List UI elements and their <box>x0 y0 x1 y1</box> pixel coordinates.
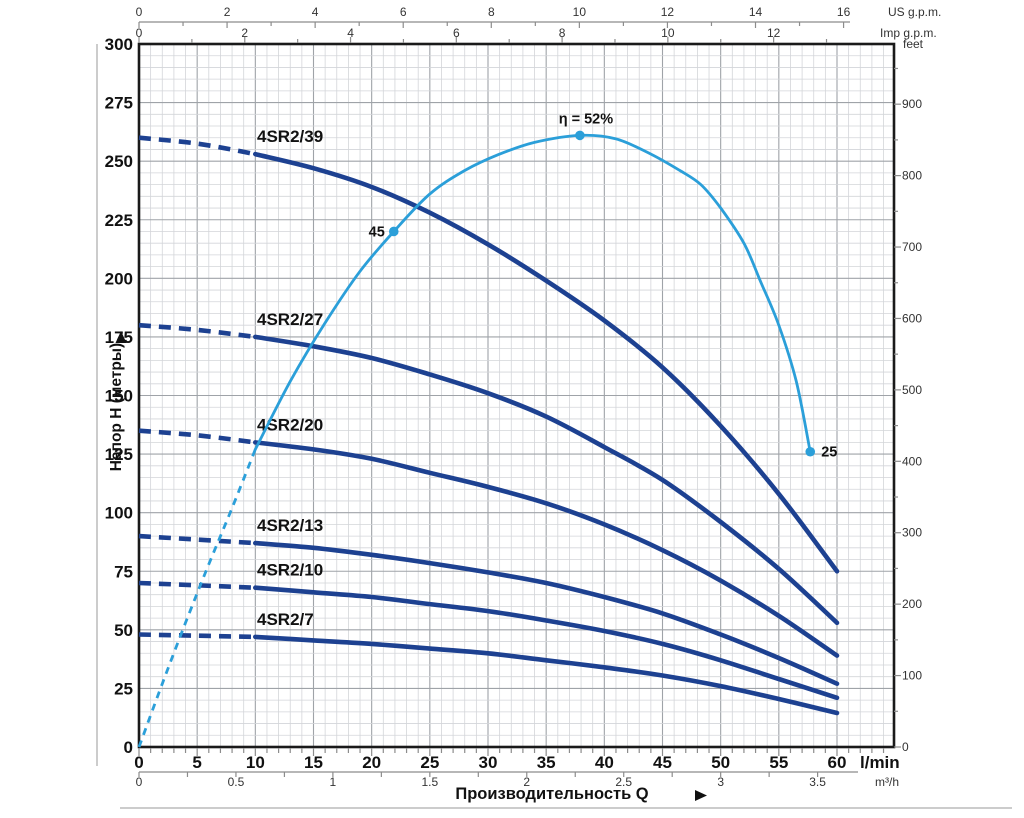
lmin-tick-label: 30 <box>479 753 498 772</box>
lmin-tick-label: 60 <box>828 753 847 772</box>
feet-tick-label: 600 <box>902 311 922 325</box>
curve-label: 4SR2/13 <box>257 516 323 535</box>
m3h-tick-label: 3 <box>717 775 724 789</box>
meters-tick-label: 225 <box>105 211 133 230</box>
meters-tick-label: 300 <box>105 35 133 54</box>
curve-label: 4SR2/20 <box>257 415 323 434</box>
efficiency-curve <box>253 133 812 454</box>
meters-tick-label: 275 <box>105 94 133 113</box>
imp-gpm-tick-label: 2 <box>241 26 248 40</box>
us-gpm-tick-label: 10 <box>573 5 587 19</box>
us-gpm-tick-label: 4 <box>312 5 319 19</box>
imp-gpm-tick-label: 6 <box>453 26 460 40</box>
us-gpm-unit-label: US g.p.m. <box>888 5 941 19</box>
curve-label: 4SR2/7 <box>257 610 314 629</box>
lmin-tick-label: 20 <box>362 753 381 772</box>
imp-gpm-tick-label: 0 <box>136 26 143 40</box>
meters-tick-label: 125 <box>105 445 133 464</box>
m3h-tick-label: 1 <box>330 775 337 789</box>
lmin-tick-label: 50 <box>711 753 730 772</box>
efficiency-marker <box>388 226 399 237</box>
feet-unit-label: feet <box>903 37 924 51</box>
meters-tick-label: 250 <box>105 152 133 171</box>
imp-gpm-tick-label: 12 <box>767 26 781 40</box>
curve-label: 4SR2/39 <box>257 127 323 146</box>
lmin-tick-label: 10 <box>246 753 265 772</box>
feet-tick-label: 900 <box>902 97 922 111</box>
curve-4SR2-39 <box>253 151 840 574</box>
lmin-tick-label: 40 <box>595 753 614 772</box>
curve-4SR2-20 <box>253 440 840 658</box>
meters-tick-label: 100 <box>105 504 133 523</box>
us-gpm-tick-label: 8 <box>488 5 495 19</box>
curve-4SR2-10-dashed <box>138 580 256 590</box>
y-axis-title: Напор H (метры) <box>108 343 125 471</box>
curve-4SR2-7-dashed <box>138 632 256 640</box>
us-gpm-tick-label: 12 <box>661 5 675 19</box>
lmin-tick-label: 0 <box>134 753 143 772</box>
m3h-tick-label: 1.5 <box>421 775 438 789</box>
curve-label: 4SR2/10 <box>257 561 323 580</box>
imp-gpm-tick-label: 10 <box>661 26 675 40</box>
feet-tick-label: 400 <box>902 454 922 468</box>
feet-tick-label: 200 <box>902 597 922 611</box>
lmin-unit-label: l/min <box>860 753 900 772</box>
lmin-tick-label: 5 <box>192 753 201 772</box>
meters-tick-label: 150 <box>105 387 133 406</box>
feet-tick-label: 0 <box>902 740 909 754</box>
m3h-tick-label: 2.5 <box>615 775 632 789</box>
meters-tick-label: 200 <box>105 269 133 288</box>
m3h-tick-label: 2 <box>523 775 530 789</box>
us-gpm-tick-label: 0 <box>136 5 143 19</box>
plot-border <box>137 42 896 749</box>
m3h-tick-label: 0 <box>136 775 143 789</box>
meters-tick-label: 25 <box>114 679 133 698</box>
lmin-tick-label: 35 <box>537 753 556 772</box>
efficiency-marker <box>805 446 816 457</box>
curve-label: 4SR2/27 <box>257 310 323 329</box>
meters-tick-label: 50 <box>114 621 133 640</box>
feet-tick-label: 700 <box>902 240 922 254</box>
us-gpm-tick-label: 6 <box>400 5 407 19</box>
feet-tick-label: 100 <box>902 669 922 683</box>
feet-tick-label: 500 <box>902 383 922 397</box>
curve-4SR2-39-dashed <box>138 135 256 157</box>
lmin-tick-label: 45 <box>653 753 672 772</box>
lmin-tick-label: 15 <box>304 753 323 772</box>
feet-tick-label: 300 <box>902 526 922 540</box>
us-gpm-tick-label: 2 <box>224 5 231 19</box>
us-gpm-tick-label: 16 <box>837 5 851 19</box>
meters-tick-label: 75 <box>114 562 133 581</box>
right-arrow-icon <box>695 790 707 801</box>
imp-gpm-tick-label: 4 <box>347 26 354 40</box>
us-gpm-tick-label: 14 <box>749 5 763 19</box>
m3h-tick-label: 3.5 <box>809 775 826 789</box>
up-arrow-icon <box>115 331 127 343</box>
curve-4SR2-7 <box>253 634 840 716</box>
curve-4SR2-10 <box>253 585 840 701</box>
curve-4SR2-13-dashed <box>138 533 256 546</box>
curve-4SR2-13 <box>253 540 840 686</box>
m3h-tick-label: 0.5 <box>228 775 245 789</box>
efficiency-marker-label: 45 <box>369 224 385 240</box>
curve-4SR2-27-dashed <box>138 322 256 340</box>
m3h-unit-label: m³/h <box>875 775 899 789</box>
x-axis-title: Производительность Q <box>455 785 648 803</box>
efficiency-curve-dashed <box>137 448 257 748</box>
lmin-tick-label: 25 <box>420 753 439 772</box>
lmin-tick-label: 55 <box>769 753 788 772</box>
curve-4SR2-27 <box>253 334 840 626</box>
feet-tick-label: 800 <box>902 169 922 183</box>
efficiency-marker-label: η = 52% <box>559 111 614 127</box>
imp-gpm-tick-label: 8 <box>559 26 566 40</box>
imp-gpm-unit-label: Imp g.p.m. <box>880 26 937 40</box>
curve-4SR2-20-dashed <box>138 428 256 445</box>
meters-tick-label: 0 <box>124 738 133 757</box>
efficiency-marker <box>575 130 585 141</box>
efficiency-marker-label: 25 <box>821 445 837 461</box>
